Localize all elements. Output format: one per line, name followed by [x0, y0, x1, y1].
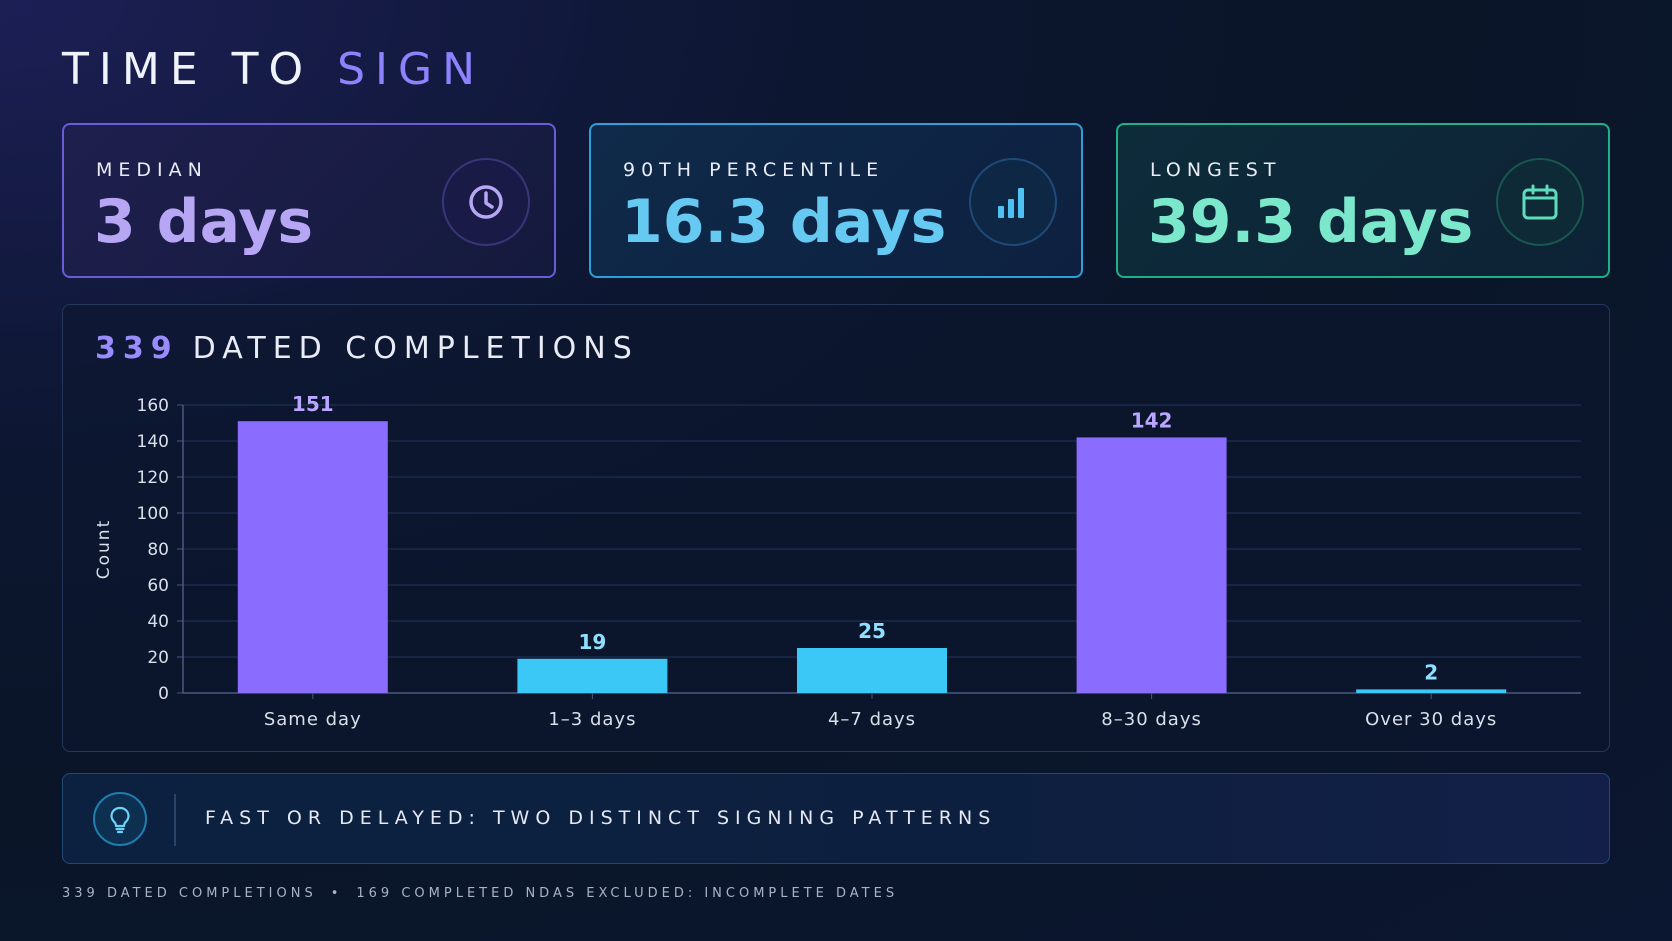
chart-panel: 339 DATED COMPLETIONS 0 20 40 60 80 100 120 140 1…: [62, 304, 1610, 752]
bar: [1356, 689, 1507, 693]
footnote-separator: •: [330, 886, 343, 901]
page-title: TIME TO SIGN: [62, 44, 485, 95]
y-axis-label: Count: [94, 519, 114, 580]
clock-icon: [442, 158, 530, 246]
y-tick-label: 100: [137, 504, 169, 524]
bar-value-label: 151: [292, 392, 334, 416]
insight-text: FAST OR DELAYED: TWO DISTINCT SIGNING PA…: [205, 807, 997, 829]
insight-divider: [174, 794, 176, 846]
chart-heading-label: DATED COMPLETIONS: [192, 331, 639, 366]
bar-value-label: 25: [858, 619, 886, 643]
bar: [1076, 437, 1227, 693]
y-tick-label: 0: [158, 684, 169, 704]
y-tick-label: 160: [137, 396, 169, 416]
bar-value-label: 142: [1131, 408, 1173, 432]
y-tick-label: 120: [137, 468, 169, 488]
longest-label: LONGEST: [1150, 159, 1282, 181]
footnote: 339 DATED COMPLETIONS • 169 COMPLETED NDAS…: [62, 886, 898, 901]
bar-chart-icon: [969, 158, 1057, 246]
x-tick-label: 4–7 days: [828, 709, 916, 730]
bar: [237, 421, 388, 693]
bar: [517, 658, 668, 693]
completions-count: 339: [95, 331, 179, 366]
bar-chart: 0 20 40 60 80 100 120 140 160 Count 151 Same day 19 1…: [94, 392, 1581, 730]
page-title-main: TIME TO: [62, 44, 314, 95]
percentile-90-value: 16.3 days: [621, 187, 947, 257]
percentile-90-label: 90TH PERCENTILE: [623, 159, 885, 181]
percentile-90-card: 90TH PERCENTILE 16.3 days: [589, 123, 1083, 278]
x-tick-label: Same day: [264, 709, 362, 730]
calendar-icon: [1496, 158, 1584, 246]
y-tick-label: 140: [137, 432, 169, 452]
footnote-left: 339 DATED COMPLETIONS: [62, 886, 317, 901]
median-label: MEDIAN: [96, 159, 208, 181]
bar-value-label: 2: [1424, 660, 1438, 684]
chart-heading: 339 DATED COMPLETIONS: [95, 331, 639, 366]
longest-card: LONGEST 39.3 days: [1116, 123, 1610, 278]
longest-value: 39.3 days: [1148, 187, 1474, 257]
y-tick-label: 40: [147, 612, 169, 632]
bar-value-label: 19: [578, 630, 606, 654]
median-value: 3 days: [94, 187, 314, 257]
median-card: MEDIAN 3 days: [62, 123, 556, 278]
y-tick-label: 20: [147, 648, 169, 668]
footnote-right: 169 COMPLETED NDAS EXCLUDED: INCOMPLETE …: [356, 886, 899, 901]
page-title-accent: SIGN: [337, 44, 486, 95]
insight-banner: FAST OR DELAYED: TWO DISTINCT SIGNING PA…: [62, 773, 1610, 864]
x-tick-label: Over 30 days: [1365, 709, 1497, 730]
bar: [797, 648, 947, 693]
lightbulb-icon: [93, 792, 147, 846]
y-tick-label: 80: [147, 540, 169, 560]
x-tick-label: 8–30 days: [1101, 709, 1202, 730]
x-tick-label: 1–3 days: [548, 709, 636, 730]
y-tick-label: 60: [147, 576, 169, 596]
